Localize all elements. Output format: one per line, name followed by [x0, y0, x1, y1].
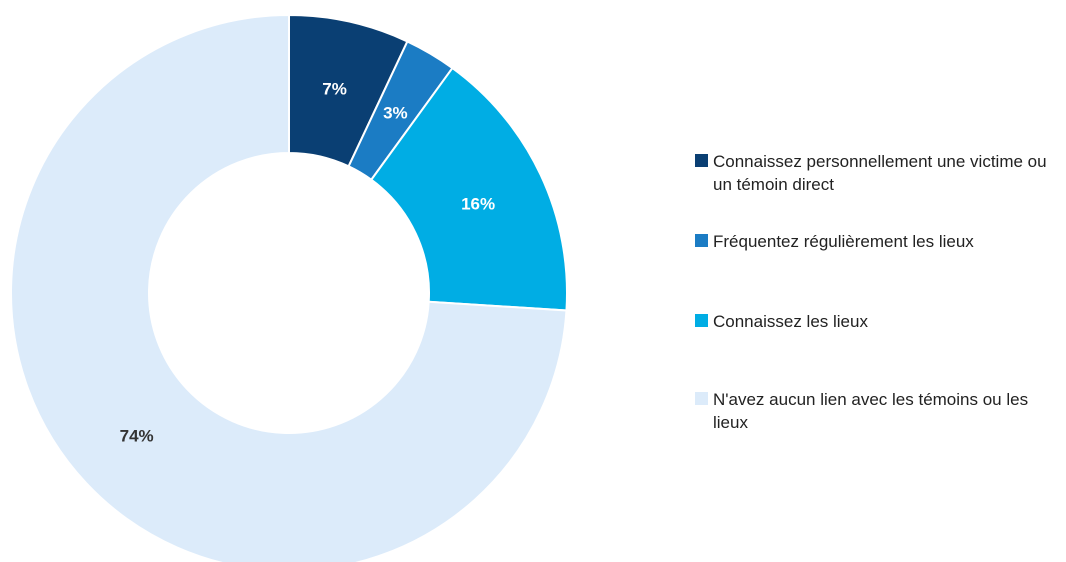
legend-item: Connaissez personnellement une victime o… — [695, 150, 1058, 196]
slice-value-label: 74% — [120, 427, 154, 446]
legend-item: Connaissez les lieux — [695, 310, 1058, 333]
donut-slice — [10, 13, 568, 562]
legend-label: Connaissez les lieux — [713, 312, 868, 331]
legend-item: N'avez aucun lien avec les témoins ou le… — [695, 388, 1058, 434]
legend-item: Fréquentez régulièrement les lieux — [695, 230, 1058, 253]
legend-label: Fréquentez régulièrement les lieux — [713, 232, 974, 251]
legend-swatch — [695, 154, 708, 167]
legend-label: N'avez aucun lien avec les témoins ou le… — [713, 390, 1029, 432]
legend-swatch — [695, 234, 708, 247]
donut-slice — [369, 66, 568, 312]
slice-value-label: 16% — [461, 195, 495, 214]
legend-label: Connaissez personnellement une victime o… — [713, 152, 1047, 194]
slice-value-label: 3% — [383, 104, 408, 123]
slice-value-label: 7% — [322, 80, 347, 99]
legend-swatch — [695, 314, 708, 327]
donut-slices — [10, 13, 568, 562]
donut-labels: 7% 3% 16% 74% — [120, 80, 495, 446]
legend-swatch — [695, 392, 708, 405]
